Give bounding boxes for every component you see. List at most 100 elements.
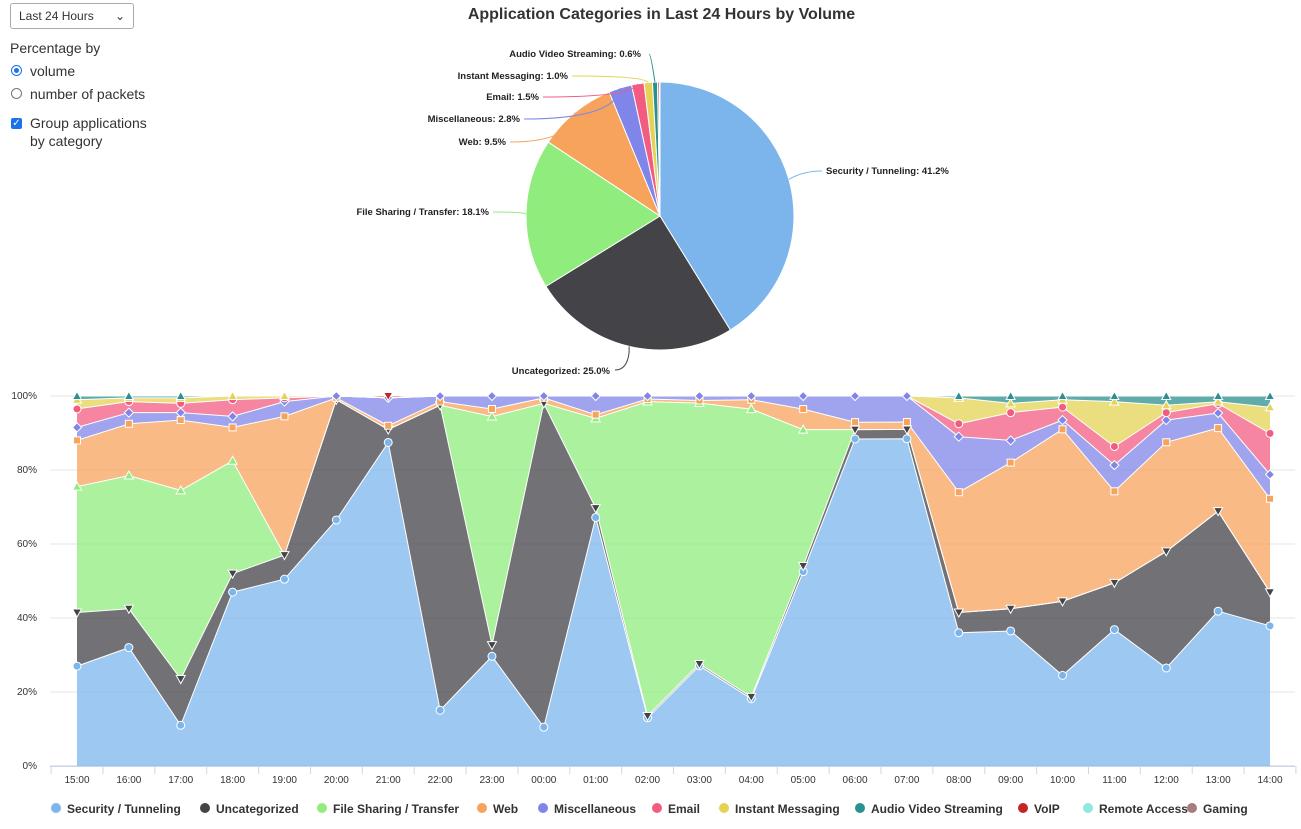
- point-uncategorized[interactable]: [1057, 597, 1068, 607]
- point-uncategorized[interactable]: [1264, 588, 1276, 598]
- point-security-tunneling[interactable]: [591, 512, 601, 522]
- point-miscellaneous[interactable]: [1057, 414, 1068, 426]
- point-security-tunneling[interactable]: [850, 434, 860, 444]
- point-miscellaneous[interactable]: [1109, 459, 1120, 471]
- point-uncategorized[interactable]: [123, 604, 135, 615]
- area-miscellaneous[interactable]: [77, 396, 1270, 499]
- point-audio-video-streaming[interactable]: [1160, 390, 1172, 400]
- radio-volume[interactable]: volume: [10, 63, 160, 79]
- point-uncategorized[interactable]: [175, 675, 187, 685]
- legend-item-uncategorized[interactable]: Uncategorized: [200, 802, 299, 816]
- point-miscellaneous[interactable]: [797, 390, 809, 402]
- point-miscellaneous[interactable]: [1264, 469, 1276, 480]
- point-web[interactable]: [124, 419, 133, 428]
- point-security-tunneling[interactable]: [176, 720, 186, 730]
- point-web[interactable]: [1266, 494, 1274, 503]
- point-uncategorized[interactable]: [1212, 507, 1224, 517]
- area-instant-messaging[interactable]: [77, 396, 1270, 447]
- radio-packets-circle[interactable]: [11, 88, 22, 99]
- point-voip[interactable]: [382, 392, 394, 402]
- point-security-tunneling[interactable]: [124, 643, 134, 653]
- point-web[interactable]: [591, 410, 600, 419]
- point-file-sharing-transfer[interactable]: [71, 481, 83, 491]
- point-miscellaneous[interactable]: [953, 431, 964, 442]
- point-web[interactable]: [902, 418, 911, 427]
- point-uncategorized[interactable]: [694, 659, 705, 670]
- point-email[interactable]: [72, 404, 82, 414]
- point-security-tunneling[interactable]: [228, 587, 238, 597]
- radio-number-of-packets[interactable]: number of packets: [10, 86, 160, 102]
- point-email[interactable]: [1161, 408, 1171, 418]
- point-email[interactable]: [1109, 441, 1119, 451]
- point-uncategorized[interactable]: [953, 608, 965, 618]
- point-email[interactable]: [954, 419, 964, 429]
- point-security-tunneling[interactable]: [1058, 670, 1068, 680]
- point-uncategorized[interactable]: [486, 641, 498, 651]
- point-web[interactable]: [954, 488, 963, 497]
- group-by-category-checkbox[interactable]: ✓ Group applications by category: [10, 115, 160, 150]
- point-audio-video-streaming[interactable]: [1264, 390, 1276, 400]
- point-instant-messaging[interactable]: [279, 390, 290, 400]
- point-security-tunneling[interactable]: [1109, 625, 1119, 635]
- point-audio-video-streaming[interactable]: [1005, 390, 1017, 400]
- legend-item-security-tunneling[interactable]: Security / Tunneling: [51, 802, 181, 816]
- point-audio-video-streaming[interactable]: [1212, 390, 1224, 400]
- point-instant-messaging[interactable]: [227, 390, 238, 400]
- point-web[interactable]: [1214, 424, 1223, 433]
- point-web[interactable]: [487, 405, 496, 414]
- area-email[interactable]: [77, 396, 1270, 475]
- legend-item-audio-video-streaming[interactable]: Audio Video Streaming: [855, 802, 1003, 816]
- radio-volume-circle[interactable]: [11, 65, 22, 76]
- point-security-tunneling[interactable]: [954, 628, 964, 638]
- point-miscellaneous[interactable]: [694, 390, 705, 402]
- point-uncategorized[interactable]: [279, 551, 290, 561]
- point-miscellaneous[interactable]: [123, 407, 135, 418]
- point-miscellaneous[interactable]: [331, 390, 342, 402]
- point-file-sharing-transfer[interactable]: [227, 455, 238, 465]
- point-email[interactable]: [1265, 428, 1275, 438]
- point-miscellaneous[interactable]: [901, 390, 913, 402]
- point-miscellaneous[interactable]: [538, 390, 550, 402]
- area-file-sharing-transfer[interactable]: [77, 399, 1270, 716]
- legend-item-file-sharing-transfer[interactable]: File Sharing / Transfer: [317, 802, 459, 816]
- point-security-tunneling[interactable]: [279, 574, 289, 584]
- point-web[interactable]: [1110, 487, 1119, 496]
- point-instant-messaging[interactable]: [1109, 396, 1120, 406]
- legend-item-remote-access[interactable]: Remote Access: [1083, 802, 1188, 816]
- point-web[interactable]: [280, 412, 289, 421]
- pie-slice-security-tunneling[interactable]: [659, 81, 795, 331]
- point-miscellaneous[interactable]: [746, 390, 757, 402]
- legend-item-gaming[interactable]: Gaming: [1187, 802, 1248, 816]
- legend-item-instant-messaging[interactable]: Instant Messaging: [719, 802, 840, 816]
- point-security-tunneling[interactable]: [487, 651, 497, 661]
- point-file-sharing-transfer[interactable]: [745, 403, 757, 414]
- point-miscellaneous[interactable]: [1005, 435, 1016, 446]
- point-file-sharing-transfer[interactable]: [797, 424, 809, 434]
- point-instant-messaging[interactable]: [1160, 399, 1172, 410]
- legend-item-voip[interactable]: VoIP: [1018, 802, 1060, 816]
- pie-slice-uncategorized[interactable]: [545, 215, 732, 351]
- point-email[interactable]: [1006, 408, 1016, 418]
- area-web[interactable]: [77, 397, 1270, 613]
- point-audio-video-streaming[interactable]: [1109, 390, 1120, 400]
- point-miscellaneous[interactable]: [642, 390, 653, 402]
- point-miscellaneous[interactable]: [71, 422, 83, 433]
- point-uncategorized[interactable]: [227, 569, 238, 580]
- point-miscellaneous[interactable]: [849, 390, 861, 402]
- point-file-sharing-transfer[interactable]: [486, 410, 498, 421]
- point-uncategorized[interactable]: [1109, 578, 1120, 589]
- point-security-tunneling[interactable]: [1265, 621, 1275, 631]
- point-audio-video-streaming[interactable]: [123, 390, 135, 400]
- point-audio-video-streaming[interactable]: [953, 390, 965, 400]
- point-web[interactable]: [851, 418, 860, 427]
- point-web[interactable]: [384, 421, 393, 430]
- point-security-tunneling[interactable]: [331, 515, 341, 525]
- point-audio-video-streaming[interactable]: [1057, 390, 1068, 400]
- point-uncategorized[interactable]: [797, 562, 809, 572]
- legend-item-web[interactable]: Web: [477, 802, 518, 816]
- point-email[interactable]: [1058, 402, 1068, 412]
- point-file-sharing-transfer[interactable]: [175, 484, 187, 495]
- point-web[interactable]: [1162, 438, 1171, 447]
- point-uncategorized[interactable]: [1005, 604, 1017, 615]
- point-security-tunneling[interactable]: [902, 434, 912, 444]
